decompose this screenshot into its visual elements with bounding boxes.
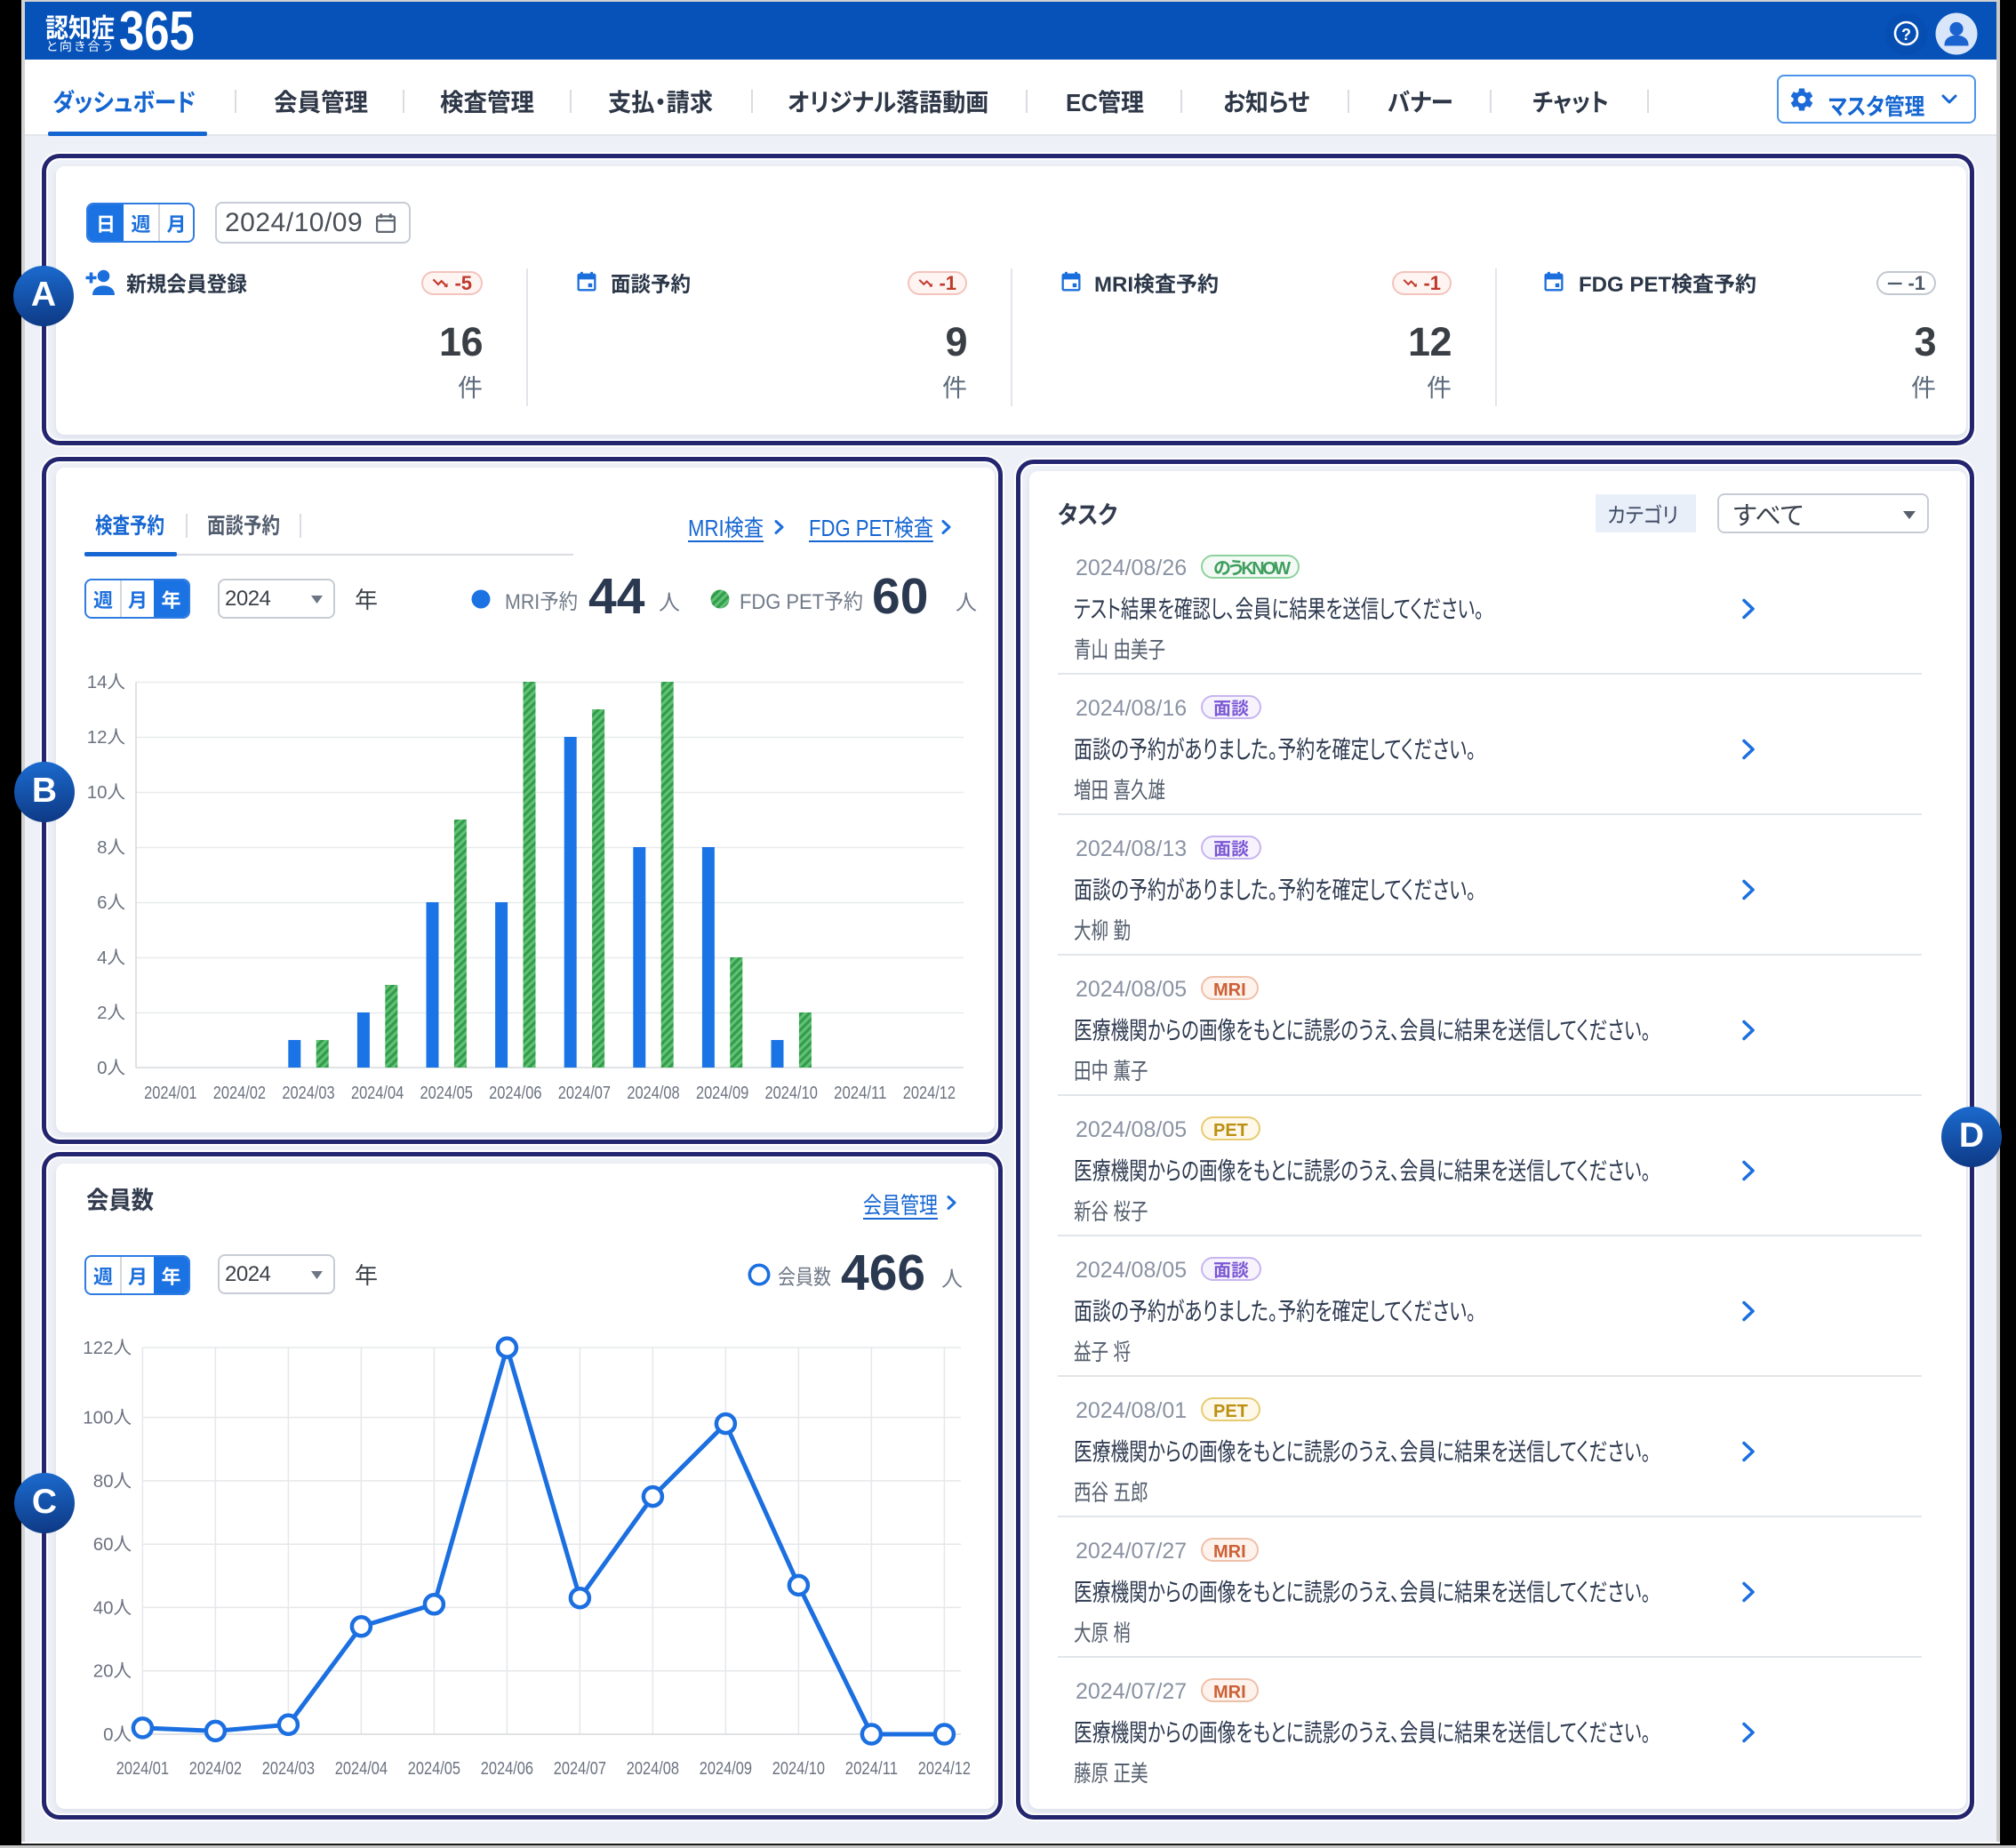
svg-text:2024/05: 2024/05	[420, 1083, 473, 1103]
svg-text:122人: 122人	[83, 1332, 132, 1359]
svg-text:2024/11: 2024/11	[845, 1758, 898, 1779]
svg-text:10人: 10人	[87, 777, 125, 804]
svg-text:80人: 80人	[93, 1466, 132, 1492]
svg-text:2人: 2人	[97, 997, 125, 1024]
svg-text:2024/08: 2024/08	[627, 1083, 679, 1103]
svg-text:20人: 20人	[93, 1656, 132, 1683]
svg-text:2024/03: 2024/03	[282, 1083, 334, 1103]
svg-text:2024/09: 2024/09	[700, 1758, 752, 1779]
svg-text:2024/01: 2024/01	[116, 1758, 169, 1779]
svg-text:2024/07: 2024/07	[558, 1083, 611, 1103]
svg-text:2024/12: 2024/12	[918, 1758, 971, 1779]
svg-text:2024/06: 2024/06	[481, 1758, 533, 1779]
svg-text:2024/11: 2024/11	[834, 1083, 886, 1103]
svg-text:8人: 8人	[97, 832, 125, 859]
svg-text:2024/10: 2024/10	[772, 1758, 825, 1779]
svg-text:40人: 40人	[93, 1592, 132, 1619]
svg-text:0人: 0人	[103, 1719, 132, 1746]
svg-text:60人: 60人	[93, 1529, 132, 1556]
svg-text:2024/02: 2024/02	[213, 1083, 266, 1103]
svg-text:2024/01: 2024/01	[144, 1083, 196, 1103]
svg-text:6人: 6人	[97, 887, 125, 914]
svg-text:2024/05: 2024/05	[408, 1758, 460, 1779]
svg-text:14人: 14人	[87, 667, 125, 693]
svg-text:2024/04: 2024/04	[351, 1083, 404, 1103]
svg-text:100人: 100人	[83, 1403, 132, 1429]
svg-text:0人: 0人	[97, 1052, 125, 1079]
svg-text:2024/07: 2024/07	[554, 1758, 606, 1779]
svg-text:2024/12: 2024/12	[903, 1083, 956, 1103]
svg-text:4人: 4人	[97, 942, 125, 969]
svg-text:2024/06: 2024/06	[489, 1083, 541, 1103]
svg-text:12人: 12人	[87, 722, 125, 748]
svg-text:2024/10: 2024/10	[765, 1083, 818, 1103]
svg-text:2024/08: 2024/08	[627, 1758, 679, 1779]
svg-text:2024/09: 2024/09	[696, 1083, 748, 1103]
svg-text:2024/03: 2024/03	[262, 1758, 315, 1779]
svg-text:?: ?	[1901, 26, 1911, 44]
svg-text:2024/04: 2024/04	[335, 1758, 388, 1779]
svg-text:2024/02: 2024/02	[189, 1758, 242, 1779]
